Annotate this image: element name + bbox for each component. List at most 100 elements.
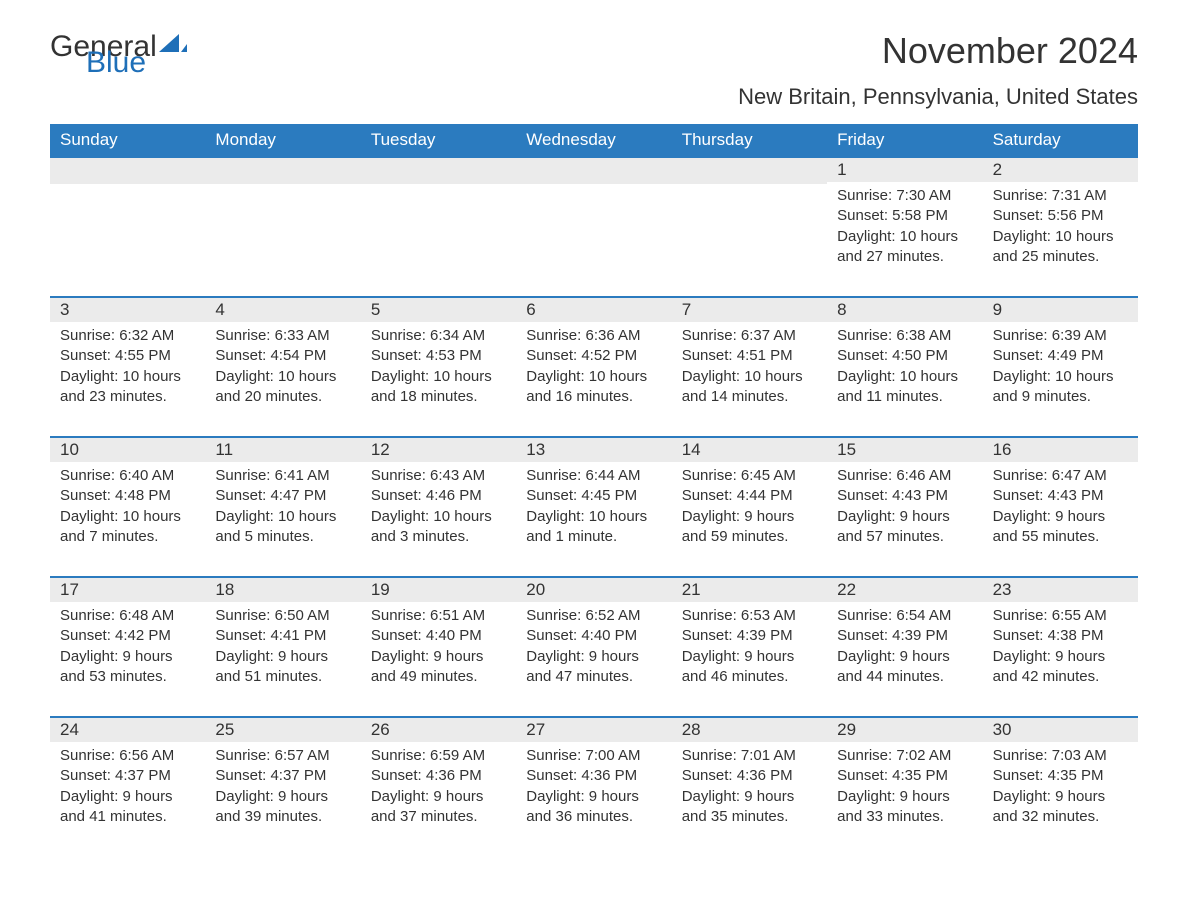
day-cell: 30Sunrise: 7:03 AMSunset: 4:35 PMDayligh… (983, 718, 1138, 838)
sunset-text: Sunset: 4:39 PM (682, 626, 817, 646)
day-cell: 29Sunrise: 7:02 AMSunset: 4:35 PMDayligh… (827, 718, 982, 838)
sunrise-text: Sunrise: 6:33 AM (215, 326, 350, 346)
day-cell: 9Sunrise: 6:39 AMSunset: 4:49 PMDaylight… (983, 298, 1138, 418)
day-cell: 25Sunrise: 6:57 AMSunset: 4:37 PMDayligh… (205, 718, 360, 838)
daylight-text: Daylight: 10 hours and 18 minutes. (371, 367, 506, 408)
day-content: Sunrise: 7:31 AMSunset: 5:56 PMDaylight:… (983, 182, 1138, 273)
logo-word2: Blue (86, 46, 146, 80)
sunrise-text: Sunrise: 6:37 AM (682, 326, 817, 346)
sunrise-text: Sunrise: 6:46 AM (837, 466, 972, 486)
day-number: 20 (516, 578, 671, 602)
day-number: 23 (983, 578, 1138, 602)
day-number: 30 (983, 718, 1138, 742)
day-number: 2 (983, 158, 1138, 182)
day-number: 10 (50, 438, 205, 462)
day-number: 18 (205, 578, 360, 602)
sunset-text: Sunset: 4:52 PM (526, 346, 661, 366)
sunrise-text: Sunrise: 6:36 AM (526, 326, 661, 346)
day-cell: 13Sunrise: 6:44 AMSunset: 4:45 PMDayligh… (516, 438, 671, 558)
weekday-header: Wednesday (516, 124, 671, 156)
daylight-text: Daylight: 9 hours and 42 minutes. (993, 647, 1128, 688)
day-cell (516, 158, 671, 278)
day-number: 11 (205, 438, 360, 462)
day-cell: 14Sunrise: 6:45 AMSunset: 4:44 PMDayligh… (672, 438, 827, 558)
sunset-text: Sunset: 4:43 PM (993, 486, 1128, 506)
sunset-text: Sunset: 4:45 PM (526, 486, 661, 506)
sunrise-text: Sunrise: 7:01 AM (682, 746, 817, 766)
day-cell: 20Sunrise: 6:52 AMSunset: 4:40 PMDayligh… (516, 578, 671, 698)
day-number: 5 (361, 298, 516, 322)
day-cell: 15Sunrise: 6:46 AMSunset: 4:43 PMDayligh… (827, 438, 982, 558)
day-cell: 5Sunrise: 6:34 AMSunset: 4:53 PMDaylight… (361, 298, 516, 418)
week-row: 24Sunrise: 6:56 AMSunset: 4:37 PMDayligh… (50, 716, 1138, 838)
day-number: 15 (827, 438, 982, 462)
week-row: 10Sunrise: 6:40 AMSunset: 4:48 PMDayligh… (50, 436, 1138, 558)
day-number (205, 158, 360, 184)
daylight-text: Daylight: 10 hours and 14 minutes. (682, 367, 817, 408)
day-number: 26 (361, 718, 516, 742)
weekday-header: Thursday (672, 124, 827, 156)
day-content: Sunrise: 6:34 AMSunset: 4:53 PMDaylight:… (361, 322, 516, 413)
daylight-text: Daylight: 9 hours and 32 minutes. (993, 787, 1128, 828)
day-cell: 23Sunrise: 6:55 AMSunset: 4:38 PMDayligh… (983, 578, 1138, 698)
daylight-text: Daylight: 10 hours and 9 minutes. (993, 367, 1128, 408)
sunset-text: Sunset: 4:53 PM (371, 346, 506, 366)
sunset-text: Sunset: 4:35 PM (837, 766, 972, 786)
sunset-text: Sunset: 4:35 PM (993, 766, 1128, 786)
day-cell: 1Sunrise: 7:30 AMSunset: 5:58 PMDaylight… (827, 158, 982, 278)
sunrise-text: Sunrise: 6:51 AM (371, 606, 506, 626)
day-cell: 21Sunrise: 6:53 AMSunset: 4:39 PMDayligh… (672, 578, 827, 698)
day-content: Sunrise: 7:00 AMSunset: 4:36 PMDaylight:… (516, 742, 671, 833)
sunrise-text: Sunrise: 7:30 AM (837, 186, 972, 206)
weekday-header: Monday (205, 124, 360, 156)
sunset-text: Sunset: 4:36 PM (526, 766, 661, 786)
sunrise-text: Sunrise: 6:57 AM (215, 746, 350, 766)
day-number: 9 (983, 298, 1138, 322)
day-content: Sunrise: 6:32 AMSunset: 4:55 PMDaylight:… (50, 322, 205, 413)
sunrise-text: Sunrise: 6:32 AM (60, 326, 195, 346)
day-content: Sunrise: 6:50 AMSunset: 4:41 PMDaylight:… (205, 602, 360, 693)
sunset-text: Sunset: 4:36 PM (371, 766, 506, 786)
day-content: Sunrise: 6:39 AMSunset: 4:49 PMDaylight:… (983, 322, 1138, 413)
sunset-text: Sunset: 4:48 PM (60, 486, 195, 506)
day-content: Sunrise: 6:47 AMSunset: 4:43 PMDaylight:… (983, 462, 1138, 553)
day-content: Sunrise: 6:37 AMSunset: 4:51 PMDaylight:… (672, 322, 827, 413)
day-content: Sunrise: 6:43 AMSunset: 4:46 PMDaylight:… (361, 462, 516, 553)
day-content: Sunrise: 6:57 AMSunset: 4:37 PMDaylight:… (205, 742, 360, 833)
day-content: Sunrise: 6:56 AMSunset: 4:37 PMDaylight:… (50, 742, 205, 833)
sunset-text: Sunset: 4:38 PM (993, 626, 1128, 646)
sunrise-text: Sunrise: 6:47 AM (993, 466, 1128, 486)
day-cell (361, 158, 516, 278)
day-number: 22 (827, 578, 982, 602)
sunrise-text: Sunrise: 7:31 AM (993, 186, 1128, 206)
day-cell: 4Sunrise: 6:33 AMSunset: 4:54 PMDaylight… (205, 298, 360, 418)
daylight-text: Daylight: 9 hours and 39 minutes. (215, 787, 350, 828)
daylight-text: Daylight: 10 hours and 25 minutes. (993, 227, 1128, 268)
daylight-text: Daylight: 9 hours and 59 minutes. (682, 507, 817, 548)
day-number: 29 (827, 718, 982, 742)
sunrise-text: Sunrise: 6:56 AM (60, 746, 195, 766)
sunset-text: Sunset: 5:58 PM (837, 206, 972, 226)
month-title: November 2024 (738, 30, 1138, 72)
day-number: 3 (50, 298, 205, 322)
day-cell: 2Sunrise: 7:31 AMSunset: 5:56 PMDaylight… (983, 158, 1138, 278)
day-cell: 26Sunrise: 6:59 AMSunset: 4:36 PMDayligh… (361, 718, 516, 838)
sunrise-text: Sunrise: 6:52 AM (526, 606, 661, 626)
sunset-text: Sunset: 4:37 PM (215, 766, 350, 786)
day-number: 4 (205, 298, 360, 322)
day-cell: 22Sunrise: 6:54 AMSunset: 4:39 PMDayligh… (827, 578, 982, 698)
daylight-text: Daylight: 9 hours and 41 minutes. (60, 787, 195, 828)
daylight-text: Daylight: 9 hours and 37 minutes. (371, 787, 506, 828)
day-number: 24 (50, 718, 205, 742)
week-row: 1Sunrise: 7:30 AMSunset: 5:58 PMDaylight… (50, 156, 1138, 278)
sunrise-text: Sunrise: 6:45 AM (682, 466, 817, 486)
daylight-text: Daylight: 9 hours and 44 minutes. (837, 647, 972, 688)
day-number: 25 (205, 718, 360, 742)
logo: General Blue (50, 30, 185, 80)
weekday-header: Tuesday (361, 124, 516, 156)
day-cell: 11Sunrise: 6:41 AMSunset: 4:47 PMDayligh… (205, 438, 360, 558)
day-cell: 24Sunrise: 6:56 AMSunset: 4:37 PMDayligh… (50, 718, 205, 838)
daylight-text: Daylight: 9 hours and 51 minutes. (215, 647, 350, 688)
daylight-text: Daylight: 10 hours and 3 minutes. (371, 507, 506, 548)
day-number: 8 (827, 298, 982, 322)
